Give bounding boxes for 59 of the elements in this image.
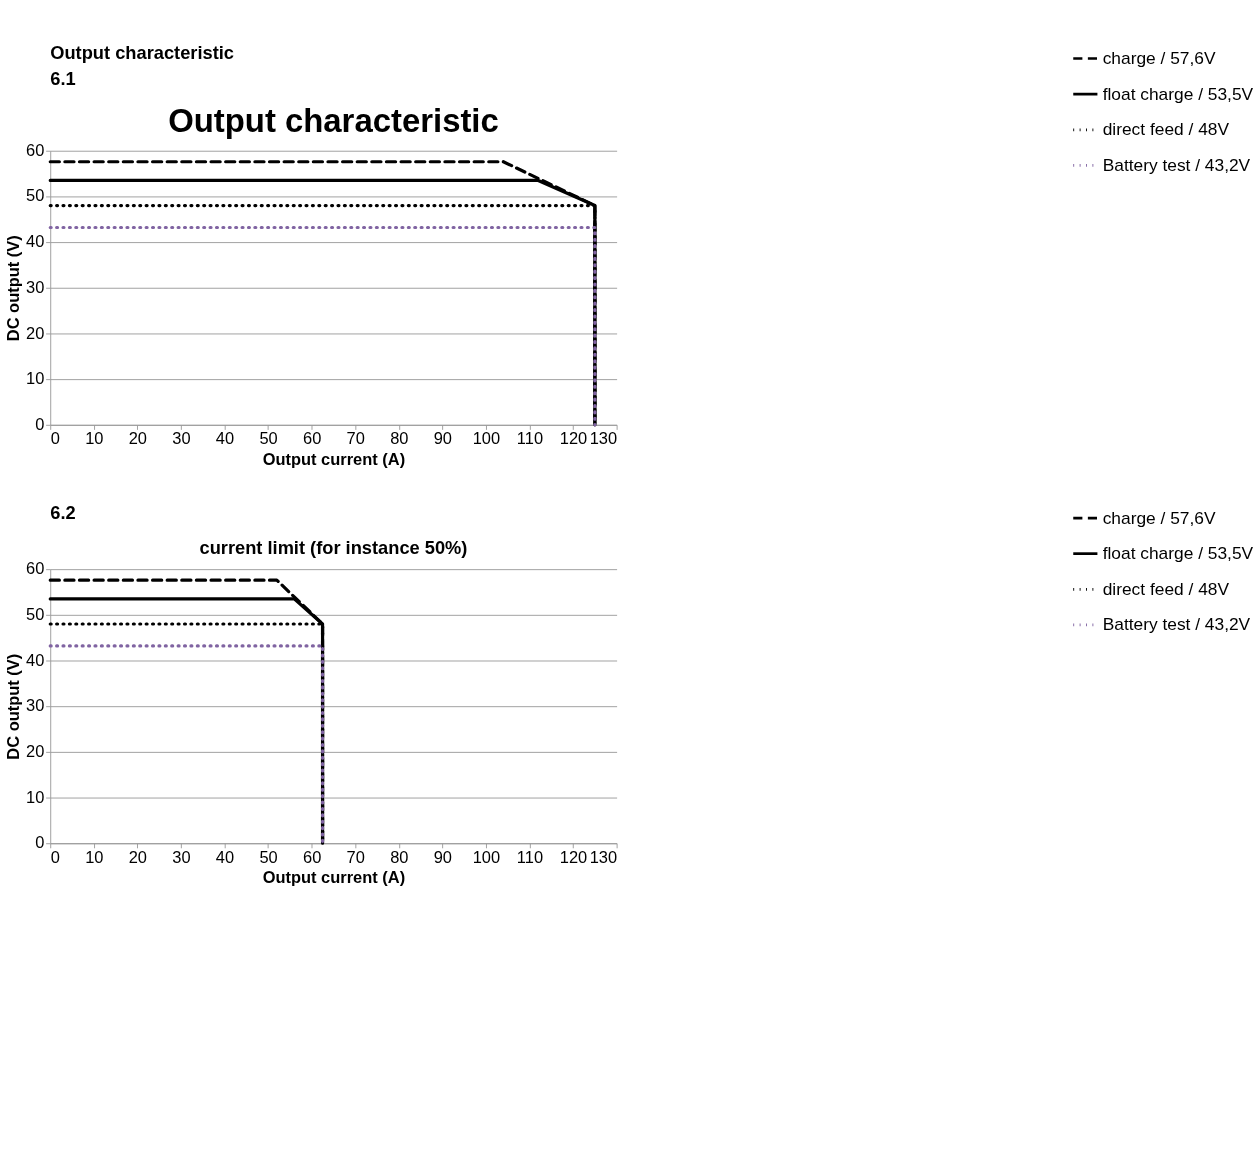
x-tick-label: 40 <box>215 429 235 448</box>
x-tick-label: 90 <box>433 429 452 448</box>
y-tick-label: 10 <box>26 787 45 806</box>
x-tick-label: 10 <box>85 429 104 448</box>
chart-title: current limit (for instance 50%) <box>199 536 468 558</box>
y-axis-title: DC output (V) <box>3 653 22 760</box>
text: Output characteristic <box>50 42 234 64</box>
x-tick-label: 0 <box>50 847 60 866</box>
x-tick-label: 40 <box>215 847 235 866</box>
y-tick-label: 60 <box>26 140 45 159</box>
x-tick-label: 110 <box>516 847 544 866</box>
legend-label: direct feed / 48V <box>1102 578 1230 599</box>
legend-label: charge / 57,6V <box>1102 47 1216 68</box>
x-axis-title: Output current (A) <box>262 449 406 468</box>
x-tick-label: 130 <box>589 847 618 866</box>
legend-label: Battery test / 43,2V <box>1102 614 1251 635</box>
x-tick-label: 30 <box>172 847 191 866</box>
y-tick-label: 0 <box>35 414 45 433</box>
legend-label: direct feed / 48V <box>1102 119 1230 140</box>
y-axis-title: DC output (V) <box>3 235 22 342</box>
y-tick-label: 20 <box>26 741 45 760</box>
y-tick-label: 10 <box>26 369 45 388</box>
legend-label: Battery test / 43,2V <box>1102 154 1251 175</box>
x-tick-label: 10 <box>85 847 104 866</box>
x-tick-label: 100 <box>472 847 501 866</box>
x-tick-label: 20 <box>128 429 147 448</box>
x-tick-label: 100 <box>472 429 501 448</box>
x-tick-label: 0 <box>50 429 60 448</box>
text: 6.1 <box>50 67 76 89</box>
x-tick-label: 70 <box>346 429 365 448</box>
y-tick-label: 0 <box>35 833 45 852</box>
x-tick-label: 120 <box>559 429 588 448</box>
x-tick-label: 130 <box>589 429 618 448</box>
y-tick-label: 30 <box>26 696 45 715</box>
x-tick-label: 80 <box>390 429 409 448</box>
legend-label: float charge / 53,5V <box>1102 543 1254 564</box>
y-tick-label: 30 <box>26 277 45 296</box>
y-tick-label: 40 <box>26 650 45 669</box>
x-tick-label: 110 <box>516 429 544 448</box>
x-axis-title: Output current (A) <box>262 868 406 887</box>
x-tick-label: 70 <box>346 847 365 866</box>
x-tick-label: 50 <box>259 429 278 448</box>
x-tick-label: 60 <box>302 847 322 866</box>
y-tick-label: 50 <box>26 604 45 623</box>
x-tick-label: 50 <box>259 847 278 866</box>
text: 6.2 <box>50 501 76 523</box>
legend-label: float charge / 53,5V <box>1102 83 1254 104</box>
x-tick-label: 30 <box>172 429 191 448</box>
chart-title: Output characteristic <box>168 101 499 139</box>
x-tick-label: 120 <box>559 847 588 866</box>
y-tick-label: 20 <box>26 323 45 342</box>
x-tick-label: 60 <box>302 429 322 448</box>
y-tick-label: 40 <box>26 232 45 251</box>
x-tick-label: 20 <box>128 847 147 866</box>
y-tick-label: 50 <box>26 186 45 205</box>
y-tick-label: 60 <box>26 559 45 578</box>
x-tick-label: 80 <box>390 847 409 866</box>
legend-label: charge / 57,6V <box>1102 507 1216 528</box>
x-tick-label: 90 <box>433 847 452 866</box>
